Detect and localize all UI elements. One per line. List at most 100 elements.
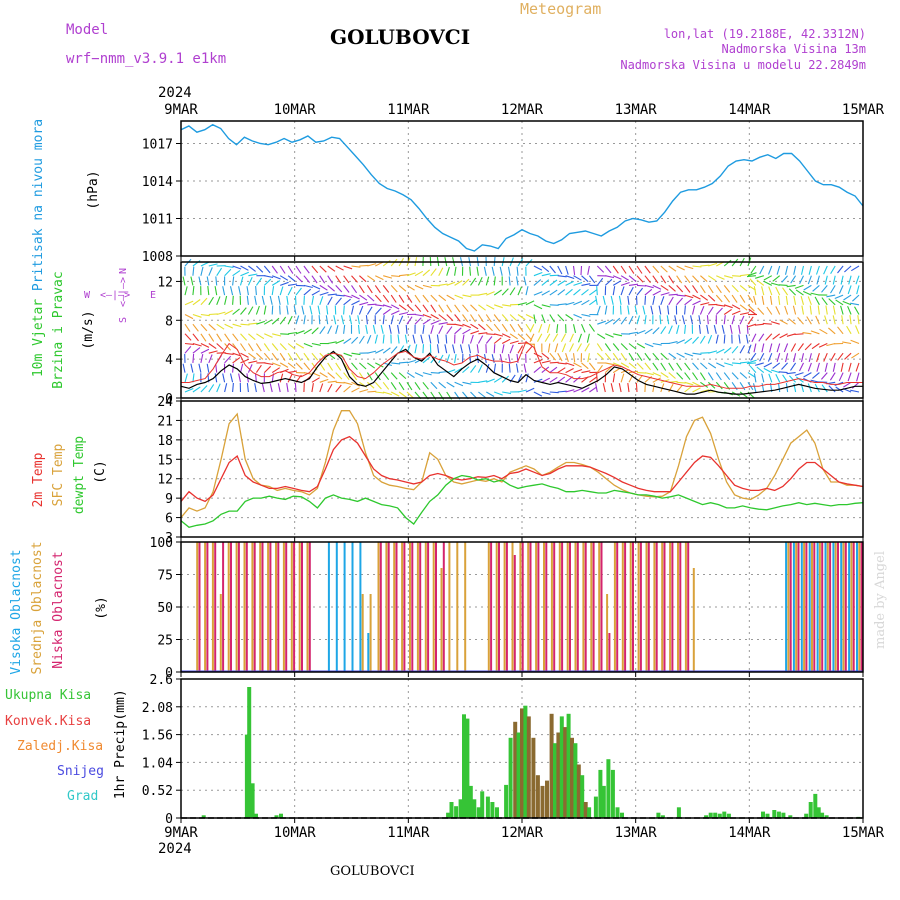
wind-barb bbox=[597, 320, 606, 325]
wind-barbs bbox=[182, 256, 860, 400]
wind-barb bbox=[699, 305, 705, 315]
precip-bar bbox=[587, 807, 592, 818]
wind-barb bbox=[366, 285, 373, 294]
elevation-label: Nadmorska Visina 13m bbox=[722, 42, 867, 56]
pressure-panel: 1008 1011 1014 1017 bbox=[142, 120, 864, 265]
wind-barb bbox=[438, 294, 447, 302]
wind-barb bbox=[272, 362, 281, 367]
precip-bar bbox=[598, 769, 603, 818]
wind-barb bbox=[303, 295, 305, 305]
y-tick-label: 75 bbox=[157, 569, 173, 584]
precip-bar bbox=[495, 807, 499, 818]
product-title: Meteogram bbox=[520, 0, 601, 18]
wind-barb bbox=[422, 313, 432, 319]
wind-barb bbox=[769, 295, 773, 305]
wind-barb bbox=[783, 343, 789, 353]
wind-barb bbox=[398, 284, 407, 292]
wind-barb bbox=[255, 277, 263, 286]
wind-barb bbox=[826, 342, 836, 347]
wind-barb bbox=[318, 315, 321, 325]
wind-barb bbox=[493, 314, 501, 323]
precip-bar bbox=[610, 769, 615, 818]
wind-barb bbox=[468, 344, 472, 354]
wind-barb bbox=[422, 318, 431, 325]
wind-barb bbox=[335, 325, 339, 334]
wind-barb bbox=[351, 265, 361, 268]
wind-barb bbox=[295, 315, 300, 325]
wind-barb bbox=[739, 312, 750, 316]
pressure-line bbox=[180, 123, 864, 252]
wind-barb bbox=[580, 323, 586, 333]
wind-barb bbox=[807, 275, 812, 285]
wind-barb bbox=[713, 324, 717, 334]
wind-barb bbox=[375, 391, 385, 394]
wind-barb bbox=[739, 345, 745, 354]
top-day-axis: 9MAR 10MAR 11MAR 12MAR 13MAR 14MAR 15MAR bbox=[164, 102, 884, 118]
wind-barb bbox=[390, 304, 400, 310]
wind-barb bbox=[759, 265, 765, 275]
wind-barb bbox=[248, 273, 258, 277]
wind-barb bbox=[781, 275, 789, 283]
wind-barb bbox=[366, 306, 373, 315]
wind-barb bbox=[391, 362, 401, 365]
precip-bars bbox=[201, 687, 861, 819]
wind-barb bbox=[829, 372, 836, 381]
temp-unit: (C) bbox=[93, 460, 108, 483]
wind-barb bbox=[756, 366, 765, 374]
wind-barb bbox=[844, 265, 852, 273]
wind-barb bbox=[240, 265, 249, 271]
wind-barb bbox=[768, 373, 773, 383]
wind-barb bbox=[367, 303, 377, 306]
wind-barb bbox=[239, 363, 244, 373]
wind-barb bbox=[232, 323, 242, 328]
wind-barb bbox=[192, 353, 195, 363]
wind-barb bbox=[414, 294, 421, 303]
precip-bar bbox=[458, 799, 463, 818]
wind-barb bbox=[577, 333, 583, 343]
wind-barb bbox=[620, 352, 627, 362]
wind-barb bbox=[469, 353, 472, 363]
wind-barb bbox=[208, 263, 218, 267]
wind-barb bbox=[837, 265, 844, 274]
wind-barb bbox=[232, 265, 242, 270]
wind-barb bbox=[636, 372, 647, 374]
cloud-title-3: Niska Oblacnost bbox=[51, 551, 66, 668]
wind-barb bbox=[264, 362, 274, 366]
wind-barb bbox=[509, 287, 516, 296]
wind-barb bbox=[786, 372, 796, 375]
wind-barb bbox=[246, 286, 249, 296]
wind-barb bbox=[707, 306, 714, 315]
wind-barb bbox=[739, 304, 748, 311]
wind-barb bbox=[837, 352, 844, 361]
wind-barb bbox=[602, 295, 606, 305]
wind-barb bbox=[493, 289, 502, 296]
wind-barb bbox=[644, 352, 651, 361]
wind-barb bbox=[684, 298, 693, 306]
wind-barb bbox=[493, 344, 496, 354]
wind-barb bbox=[398, 382, 405, 391]
sfc-temp-line bbox=[180, 410, 864, 519]
wind-barb bbox=[271, 305, 274, 315]
wind-barb bbox=[382, 372, 390, 381]
wind-barb bbox=[804, 343, 812, 351]
wind-barb bbox=[374, 334, 378, 344]
wind-barb bbox=[192, 342, 202, 347]
wind-barb bbox=[596, 364, 603, 373]
wind-barb bbox=[216, 383, 221, 393]
wind-barb bbox=[224, 383, 228, 393]
wind-barb bbox=[731, 372, 739, 380]
wind-barb bbox=[462, 328, 471, 335]
wind-barb bbox=[301, 305, 305, 315]
wind-barb bbox=[692, 275, 700, 283]
wind-barb bbox=[618, 295, 622, 305]
wind-barb bbox=[807, 383, 812, 393]
wind-barb bbox=[214, 286, 218, 296]
wind-barb bbox=[327, 341, 337, 345]
wind-barb bbox=[343, 305, 345, 315]
compass-arrows: <–|–> bbox=[100, 290, 130, 301]
wind-barb bbox=[477, 314, 484, 323]
wind-barb bbox=[517, 345, 524, 354]
wind-barb bbox=[610, 295, 614, 305]
wind-barb bbox=[365, 315, 368, 325]
precip-title: 1hr Precip bbox=[113, 721, 128, 799]
